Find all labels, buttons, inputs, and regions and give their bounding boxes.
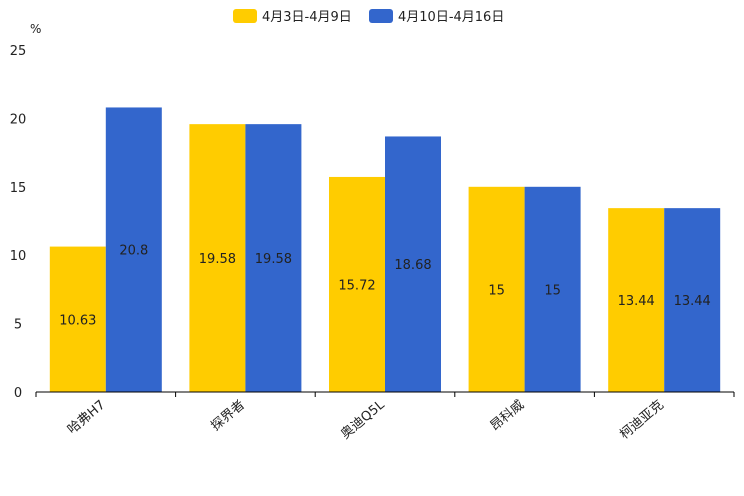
legend-swatch-2[interactable] bbox=[369, 9, 393, 23]
data-label-1-4: 15 bbox=[488, 283, 505, 298]
legend-swatch-1[interactable] bbox=[233, 9, 257, 23]
bar-1-2[interactable] bbox=[189, 124, 246, 392]
data-label-2-4: 15 bbox=[544, 283, 561, 298]
y-tick-label: 20 bbox=[10, 112, 27, 127]
data-label-1-1: 10.63 bbox=[59, 313, 96, 328]
x-tick-label-2: 探界者 bbox=[208, 398, 248, 435]
y-tick-label: 10 bbox=[10, 249, 27, 264]
legend: 4月3日-4月9日 4月10日-4月16日 bbox=[233, 9, 504, 25]
bar-2-4[interactable] bbox=[524, 186, 581, 392]
y-tick-label: 0 bbox=[14, 386, 22, 401]
x-tick-label-4: 昂科威 bbox=[488, 398, 528, 435]
bars: 10.63 20.8 19.58 19.58 15.72 18.68 15 15 13.44 13… bbox=[49, 107, 721, 393]
bar-2-5[interactable] bbox=[664, 208, 721, 392]
y-axis-unit-label: % bbox=[30, 22, 41, 36]
data-label-2-3: 18.68 bbox=[394, 258, 431, 273]
y-tick-label: 5 bbox=[14, 318, 22, 333]
data-label-2-5: 13.44 bbox=[674, 294, 711, 309]
x-tick-label-1: 哈弗H7 bbox=[65, 398, 108, 438]
y-tick-label: 15 bbox=[10, 181, 27, 196]
x-tick-label-5: 柯迪亚克 bbox=[617, 398, 666, 443]
data-label-2-2: 19.58 bbox=[255, 252, 292, 267]
bar-1-4[interactable] bbox=[468, 186, 525, 392]
data-label-1-2: 19.58 bbox=[199, 252, 236, 267]
legend-label-1[interactable]: 4月3日-4月9日 bbox=[262, 10, 352, 25]
data-label-2-1: 20.8 bbox=[119, 244, 148, 259]
bar-1-5[interactable] bbox=[608, 208, 665, 392]
bar-2-2[interactable] bbox=[245, 124, 302, 392]
y-axis: 0 5 10 15 20 25 bbox=[10, 44, 27, 401]
legend-label-2[interactable]: 4月10日-4月16日 bbox=[398, 10, 504, 25]
x-tick-label-3: 奥迪Q5L bbox=[338, 397, 388, 442]
bar-1-1[interactable] bbox=[49, 246, 106, 392]
x-axis: 哈弗H7 探界者 奥迪Q5L 昂科威 柯迪亚克 bbox=[35, 391, 735, 443]
y-tick-label: 25 bbox=[10, 44, 27, 59]
bar-2-1[interactable] bbox=[105, 107, 162, 393]
data-label-1-5: 13.44 bbox=[618, 294, 655, 309]
bar-1-3[interactable] bbox=[329, 176, 385, 392]
bar-2-3[interactable] bbox=[385, 136, 441, 392]
data-label-1-3: 15.72 bbox=[338, 278, 375, 293]
